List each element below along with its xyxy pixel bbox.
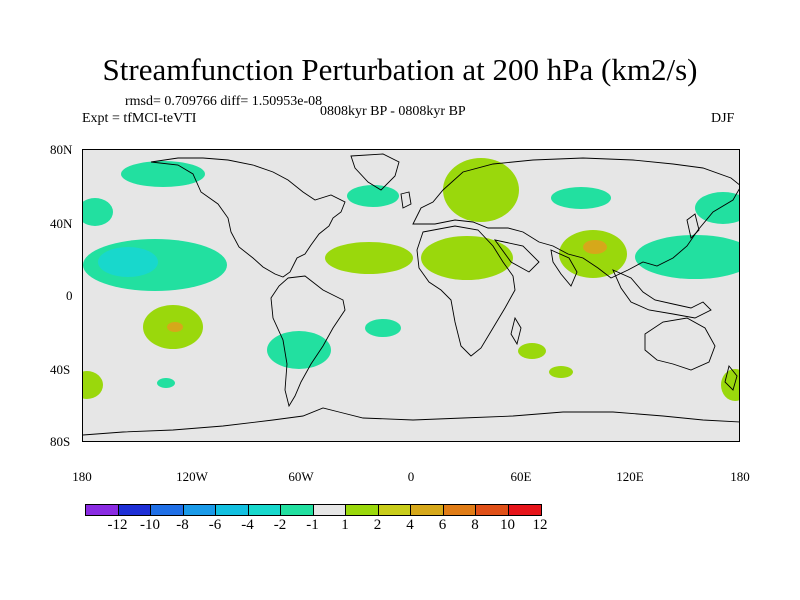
lat-tick-80s: 80S [50, 434, 70, 450]
chart-title: Streamfunction Perturbation at 200 hPa (… [0, 52, 800, 88]
lat-tick-0: 0 [66, 288, 73, 304]
anomaly-pos-nafrica [421, 236, 513, 280]
legend-label: 1 [329, 517, 361, 534]
legend-label: -8 [167, 517, 199, 534]
lon-tick-0: 0 [386, 469, 436, 485]
legend-swatch [184, 505, 217, 515]
anomaly-pos-spac-core [167, 322, 183, 332]
legend-label: 8 [459, 517, 491, 534]
anomaly-pos-matl [325, 242, 413, 274]
stats-label: rmsd= 0.709766 diff= 1.50953e-08 [125, 94, 322, 110]
legend-label: 2 [362, 517, 394, 534]
legend-label: -6 [199, 517, 231, 534]
legend-label: 6 [427, 517, 459, 534]
legend-label: 12 [524, 517, 556, 534]
lat-tick-40s: 40S [50, 362, 70, 378]
legend-swatch [249, 505, 282, 515]
map-panel [82, 149, 740, 442]
legend-swatch [476, 505, 509, 515]
legend-swatch [151, 505, 184, 515]
anomaly-pos-sindian2 [549, 366, 573, 378]
anomaly-pos-sindian [518, 343, 546, 359]
anomaly-neg-spac [157, 378, 175, 388]
legend-label: -12 [102, 517, 134, 534]
season-label: DJF [711, 111, 734, 127]
legend-label: 10 [492, 517, 524, 534]
legend-swatch [444, 505, 477, 515]
lon-tick-180w: 180 [57, 469, 107, 485]
color-legend [85, 504, 542, 516]
anomaly-neg-npac-core [98, 247, 158, 277]
lon-tick-120e: 120E [605, 469, 655, 485]
anomaly-neg-samerica [267, 331, 331, 369]
legend-swatch [379, 505, 412, 515]
period-label: 0808kyr BP - 0808kyr BP [320, 104, 466, 120]
legend-swatch [281, 505, 314, 515]
lat-tick-80n: 80N [50, 142, 72, 158]
legend-label: -2 [264, 517, 296, 534]
legend-swatch [509, 505, 542, 515]
legend-swatch [346, 505, 379, 515]
legend-label: -10 [134, 517, 166, 534]
legend-swatch [411, 505, 444, 515]
lon-tick-120w: 120W [167, 469, 217, 485]
legend-swatch [86, 505, 119, 515]
legend-label: -1 [297, 517, 329, 534]
legend-label: -4 [232, 517, 264, 534]
anomaly-pos-asia-core [583, 240, 607, 254]
lon-tick-180e: 180 [715, 469, 765, 485]
anomaly-neg-natl [347, 185, 399, 207]
legend-label: 4 [394, 517, 426, 534]
anomaly-neg-eafrica-n [551, 187, 611, 209]
legend-swatch [216, 505, 249, 515]
map-svg [83, 150, 740, 442]
lon-tick-60e: 60E [496, 469, 546, 485]
legend-swatch [119, 505, 152, 515]
legend-swatch [314, 505, 347, 515]
ocean-background [83, 150, 740, 442]
lat-tick-40n: 40N [50, 216, 72, 232]
experiment-label: Expt = tfMCI-teVTI [82, 111, 196, 127]
anomaly-neg-satl [365, 319, 401, 337]
lon-tick-60w: 60W [276, 469, 326, 485]
